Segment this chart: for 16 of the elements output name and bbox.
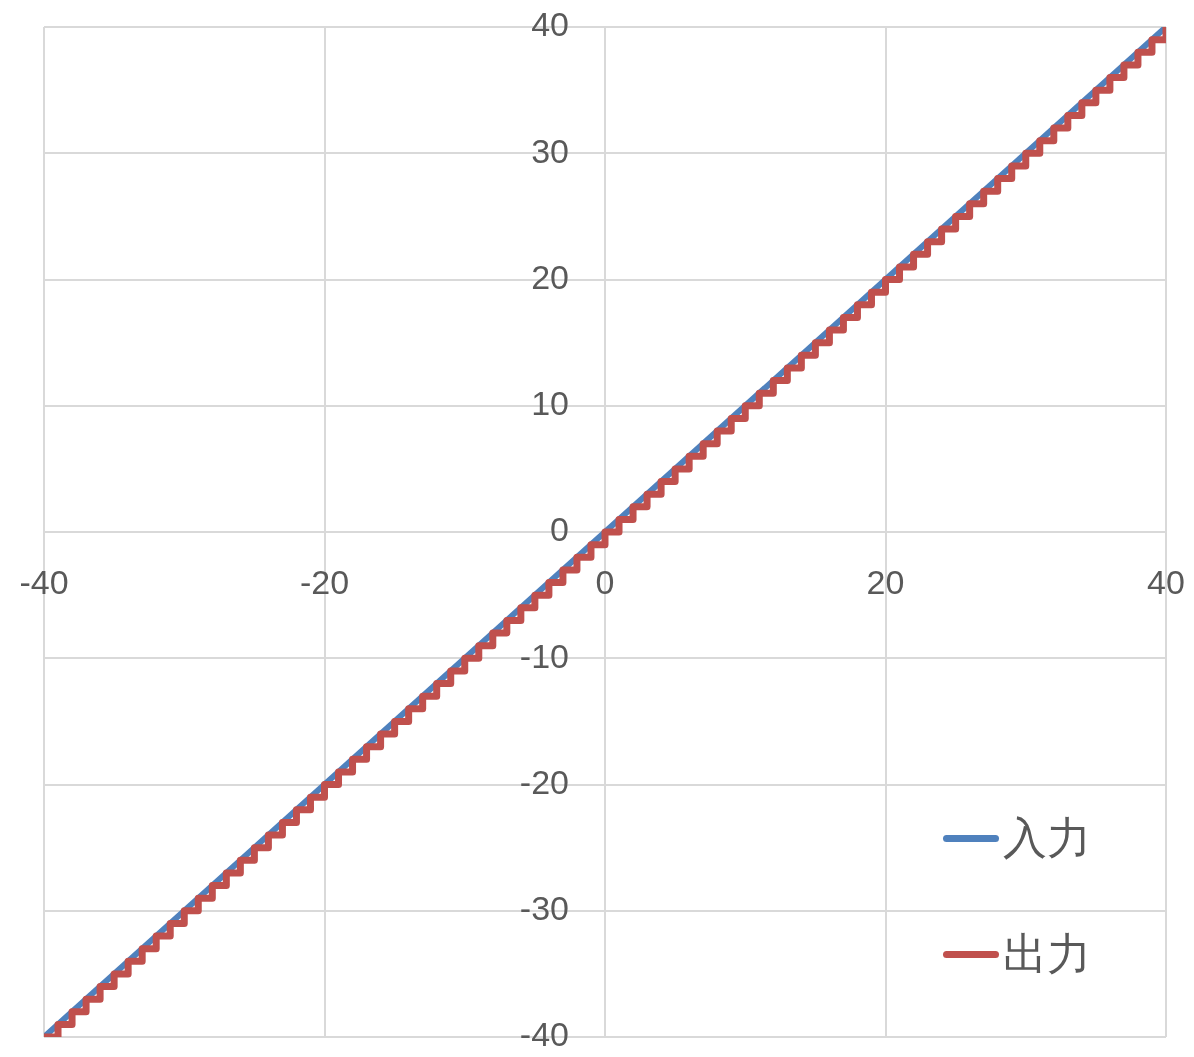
y-tick-label: -30 [519, 889, 569, 928]
x-tick-label: -40 [19, 563, 69, 602]
y-tick-label: 0 [550, 510, 569, 549]
y-tick-label: -10 [519, 636, 569, 675]
x-tick-label: 40 [1147, 563, 1185, 602]
y-tick-label: -40 [519, 1015, 569, 1054]
legend-label: 出力 [1003, 927, 1091, 980]
legend-label: 入力 [1003, 811, 1091, 864]
y-tick-label: 40 [531, 5, 569, 44]
y-tick-label: 10 [531, 384, 569, 423]
x-tick-label: 20 [866, 563, 905, 602]
y-tick-label: 30 [531, 131, 569, 170]
x-tick-label: -20 [299, 563, 350, 602]
y-tick-label: 20 [531, 257, 569, 296]
y-tick-label: -20 [519, 762, 569, 801]
x-tick-label: 0 [595, 563, 615, 602]
